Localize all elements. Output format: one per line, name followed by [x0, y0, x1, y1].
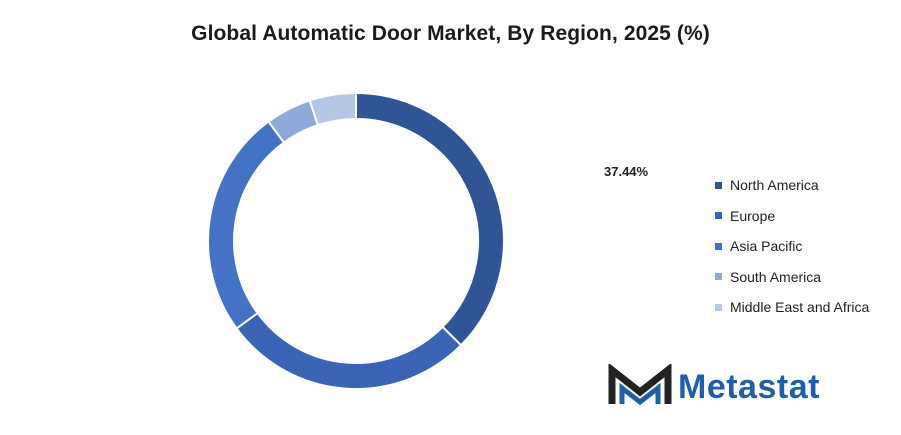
- legend-swatch: [715, 273, 722, 281]
- legend-swatch: [715, 212, 722, 220]
- legend-item: North America: [715, 170, 869, 201]
- chart-title: Global Automatic Door Market, By Region,…: [191, 22, 710, 45]
- slice-middle-east-and-africa: [308, 91, 357, 127]
- legend-item: Europe: [715, 201, 869, 232]
- legend-item: Asia Pacific: [715, 231, 869, 262]
- legend-item: Middle East and Africa: [715, 292, 869, 323]
- slice-asia-pacific: [207, 120, 286, 330]
- brand-name: Metastat: [678, 367, 820, 406]
- legend-label: Europe: [730, 207, 776, 224]
- slice-north-america: [355, 91, 505, 347]
- legend-label: Middle East and Africa: [730, 299, 870, 316]
- legend-swatch: [715, 242, 722, 250]
- slice-europe: [235, 311, 463, 390]
- brand-logo: Metastat: [608, 364, 820, 410]
- legend-label: South America: [730, 268, 822, 285]
- metastat-logo-icon: [608, 364, 672, 406]
- legend: North America Europe Asia Pacific South Ame…: [715, 170, 869, 323]
- legend-swatch: [715, 303, 722, 311]
- legend-item: South America: [715, 262, 869, 293]
- data-label-north-america: 37.44%: [604, 164, 649, 179]
- legend-label: Asia Pacific: [730, 238, 803, 255]
- legend-label: North America: [730, 177, 819, 194]
- legend-swatch: [715, 181, 722, 189]
